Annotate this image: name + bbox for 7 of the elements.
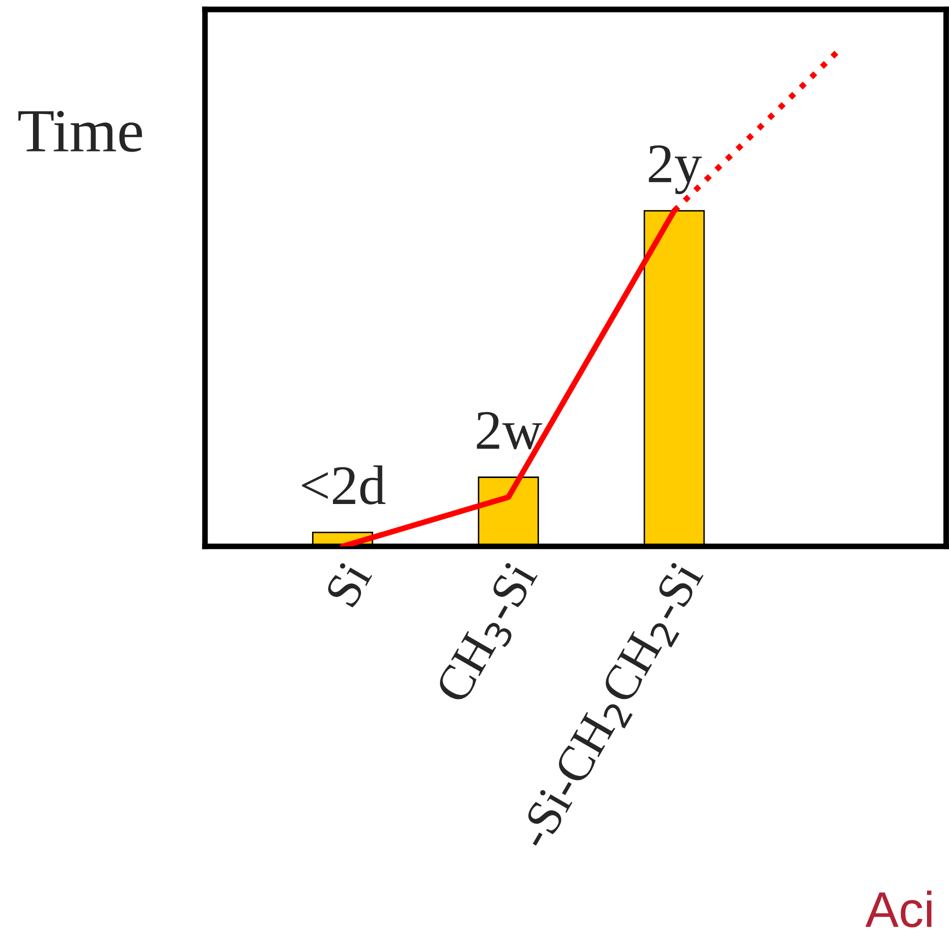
text: Aci — [865, 890, 932, 928]
x-tick-label: Si — [324, 559, 373, 608]
annotation: 2w — [476, 412, 542, 450]
annotation: <2d — [302, 465, 386, 504]
annotation: 2y — [648, 145, 702, 194]
y-axis-title: Time — [18, 110, 142, 152]
x-tick-label: CH$_{3}$-Si — [434, 558, 546, 709]
